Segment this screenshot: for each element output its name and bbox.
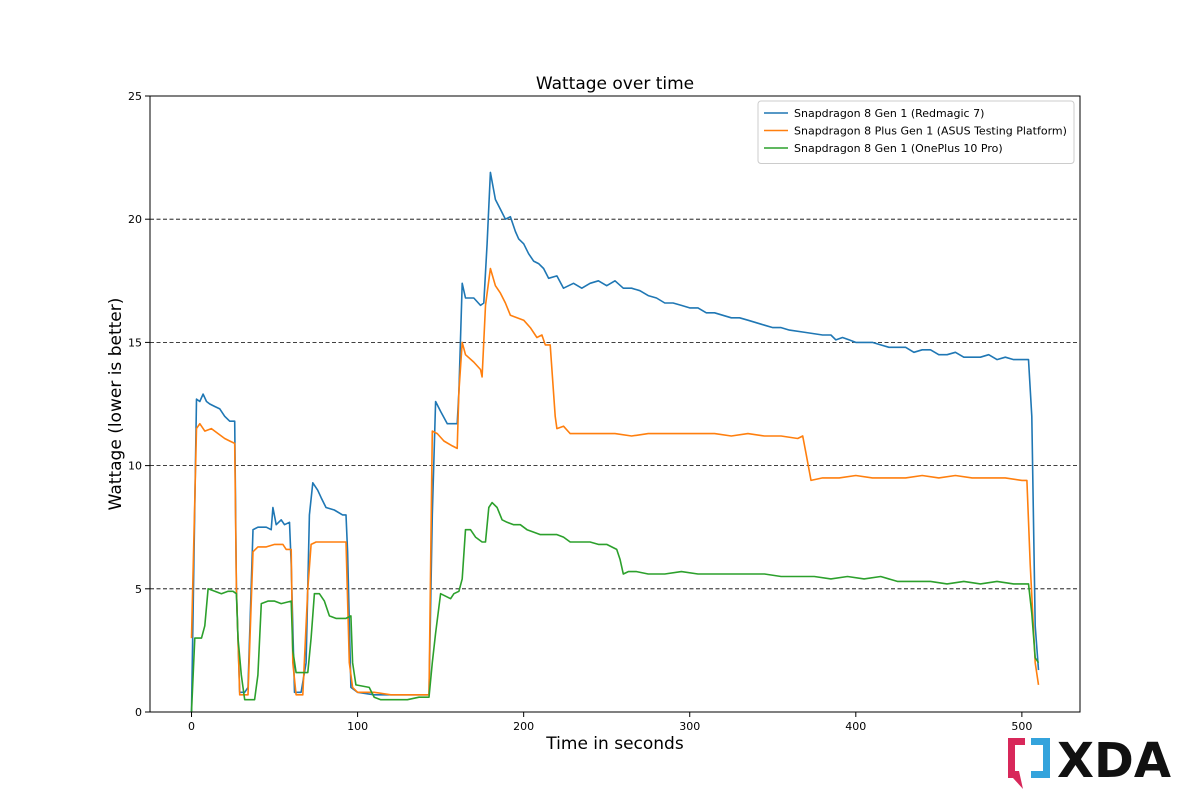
y-tick-label: 15 xyxy=(128,336,142,349)
chart-title: Wattage over time xyxy=(536,74,694,94)
logo-bracket-right xyxy=(1031,738,1050,778)
series-line-3 xyxy=(190,501,1040,713)
series-line-2 xyxy=(190,267,1040,696)
series-lines xyxy=(190,171,1040,713)
y-tick-label: 0 xyxy=(135,706,142,719)
legend: Snapdragon 8 Gen 1 (Redmagic 7) Snapdrago… xyxy=(757,100,1075,164)
y-axis-ticks: 0 5 10 15 20 25 xyxy=(128,90,150,719)
logo-bracket-left xyxy=(1008,738,1025,789)
y-tick-label: 25 xyxy=(128,90,142,103)
x-axis-label: Time in seconds xyxy=(545,734,684,754)
x-tick-label: 100 xyxy=(347,720,368,733)
plot-frame xyxy=(149,95,1081,713)
x-axis-ticks: 0 100 200 300 400 500 xyxy=(188,712,1032,733)
y-tick-label: 20 xyxy=(128,213,142,226)
legend-entry: Snapdragon 8 Gen 1 (Redmagic 7) xyxy=(794,107,984,120)
x-tick-label: 500 xyxy=(1011,720,1032,733)
x-tick-label: 300 xyxy=(679,720,700,733)
y-tick-label: 10 xyxy=(128,460,142,473)
legend-box xyxy=(757,100,1075,164)
x-tick-label: 0 xyxy=(188,720,195,733)
legend-entry: Snapdragon 8 Plus Gen 1 (ASUS Testing Pl… xyxy=(794,125,1067,138)
series-line-1 xyxy=(190,171,1040,713)
xda-logo: XDA xyxy=(1004,733,1192,794)
x-tick-label: 200 xyxy=(513,720,534,733)
y-tick-label: 5 xyxy=(135,583,142,596)
y-axis-label: Wattage (lower is better) xyxy=(106,298,126,511)
logo-text: XDA xyxy=(1057,734,1171,789)
x-tick-label: 400 xyxy=(845,720,866,733)
legend-entry: Snapdragon 8 Gen 1 (OnePlus 10 Pro) xyxy=(794,142,1003,155)
grid-lines xyxy=(150,218,1080,590)
